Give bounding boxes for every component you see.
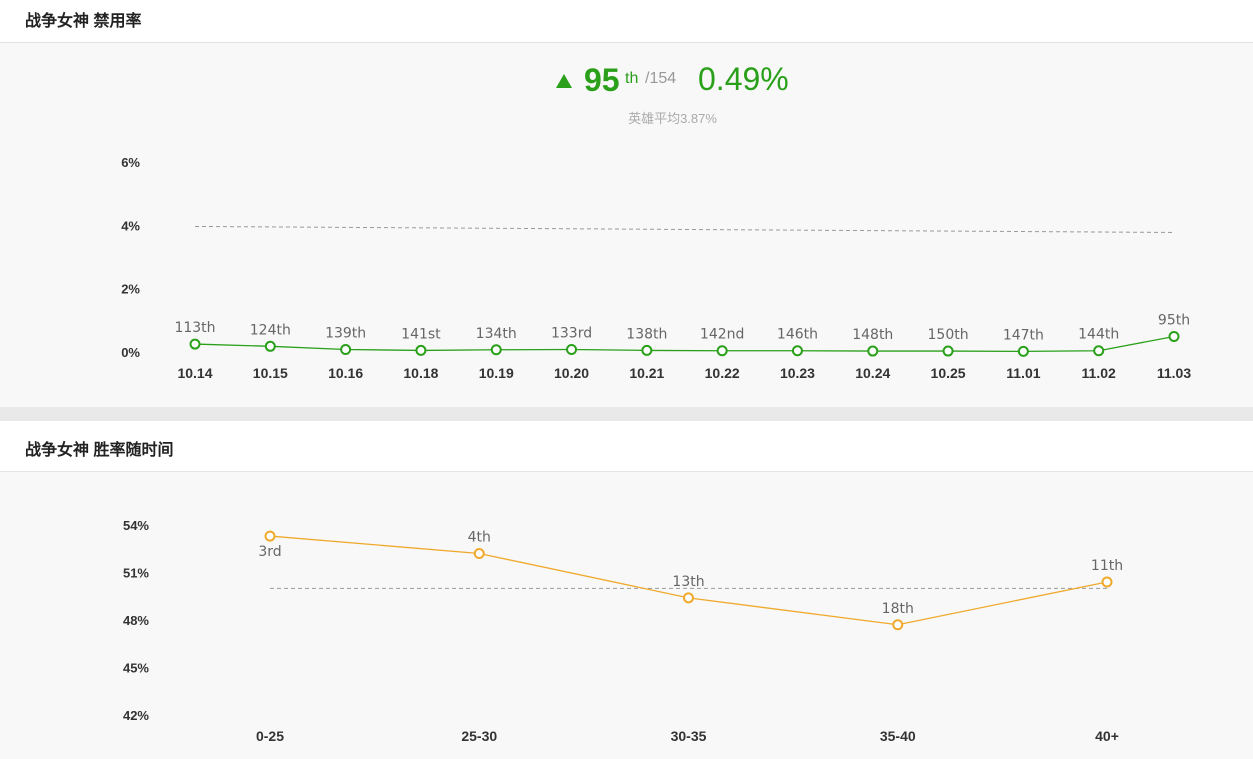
x-tick-label: 11.01: [1006, 365, 1040, 381]
data-label: 124th: [250, 322, 291, 338]
data-label: 95th: [1158, 312, 1190, 328]
ban-rate-header: 战争女神 禁用率: [0, 0, 1253, 43]
y-tick-label: 4%: [121, 218, 140, 233]
x-tick-label: 10.14: [177, 365, 212, 381]
data-label: 113th: [174, 320, 215, 336]
average-line: [194, 225, 1173, 233]
data-label: 11th: [1091, 558, 1123, 574]
data-point: [641, 344, 653, 356]
section-divider: [0, 407, 1253, 421]
x-tick-label: 0-25: [256, 728, 284, 744]
x-tick-label: 35-40: [880, 728, 916, 744]
data-label: 18th: [882, 601, 914, 617]
data-point: [340, 343, 352, 355]
y-tick-label: 51%: [123, 566, 149, 581]
y-tick-label: 6%: [121, 155, 140, 170]
data-label: 13th: [672, 574, 704, 590]
y-tick-label: 42%: [123, 708, 149, 723]
data-label: 134th: [476, 326, 517, 342]
x-tick-label: 10.18: [403, 365, 438, 381]
data-point: [1168, 330, 1180, 342]
y-tick-label: 54%: [123, 518, 149, 533]
x-tick-label: 10.24: [855, 365, 890, 381]
data-point: [264, 530, 276, 542]
data-label: 4th: [468, 530, 491, 546]
x-tick-label: 10.15: [253, 365, 288, 381]
data-point: [264, 340, 276, 352]
data-label: 3rd: [258, 544, 281, 560]
x-tick-label: 11.03: [1157, 365, 1191, 381]
data-label: 138th: [626, 326, 667, 342]
x-tick-label: 10.21: [629, 365, 664, 381]
data-label: 147th: [1003, 327, 1044, 343]
ban-rank-total: /154: [645, 70, 677, 87]
data-point: [189, 338, 201, 350]
ban-rate-value: 0.49%: [698, 61, 789, 97]
ban-rank: 95: [584, 62, 620, 98]
y-tick-label: 2%: [121, 282, 140, 297]
data-point: [566, 343, 578, 355]
data-label: 150th: [928, 327, 969, 343]
win-rate-title: 战争女神 胜率随时间: [25, 442, 174, 459]
data-point: [892, 619, 904, 631]
x-tick-label: 10.25: [931, 365, 966, 381]
ban-rate-title: 战争女神 禁用率: [25, 13, 142, 30]
data-point: [1017, 345, 1029, 357]
data-label: 144th: [1078, 327, 1119, 343]
x-tick-label: 25-30: [461, 728, 497, 744]
data-label: 142nd: [700, 327, 744, 343]
ban-rate-chart: 6% 4% 2% 0% 113th 10.14 124th 10.15 139th 10.16 14…: [121, 155, 1191, 381]
data-point: [490, 344, 502, 356]
data-point: [683, 592, 694, 604]
x-tick-label: 30-35: [671, 728, 707, 744]
data-label: 141st: [401, 326, 441, 342]
y-tick-label: 0%: [121, 345, 140, 360]
data-label: 139th: [325, 325, 366, 341]
data-point: [791, 345, 803, 357]
data-point: [867, 345, 879, 357]
data-label: 146th: [777, 327, 818, 343]
data-point: [415, 344, 427, 356]
win-rate-chart: 54% 51% 48% 45% 42% 3rd 0-25 4th 25-30 13th 30-35 1…: [123, 518, 1123, 744]
series-line: [194, 335, 1175, 353]
x-tick-label: 10.22: [705, 365, 740, 381]
data-point: [473, 548, 485, 559]
data-point: [716, 345, 728, 357]
x-tick-label: 11.02: [1082, 365, 1116, 381]
x-tick-label: 10.19: [479, 365, 514, 381]
y-tick-label: 48%: [123, 613, 149, 628]
data-point: [942, 345, 954, 357]
win-rate-header: 战争女神 胜率随时间: [0, 421, 1253, 472]
data-point: [1101, 576, 1113, 588]
data-label: 148th: [852, 327, 893, 343]
x-tick-label: 40+: [1095, 728, 1119, 744]
hero-average-ban-rate: 英雄平均3.87%: [628, 111, 717, 126]
x-tick-label: 10.20: [554, 365, 589, 381]
y-tick-label: 45%: [123, 661, 149, 676]
x-tick-label: 10.16: [328, 365, 363, 381]
data-point: [1093, 345, 1105, 357]
rank-up-arrow-icon: [556, 74, 572, 88]
data-label: 133rd: [551, 325, 592, 341]
ban-rank-suffix: th: [625, 70, 639, 87]
x-tick-label: 10.23: [780, 365, 815, 381]
ban-rate-summary: 95 th /154 0.49%: [0, 58, 1253, 102]
